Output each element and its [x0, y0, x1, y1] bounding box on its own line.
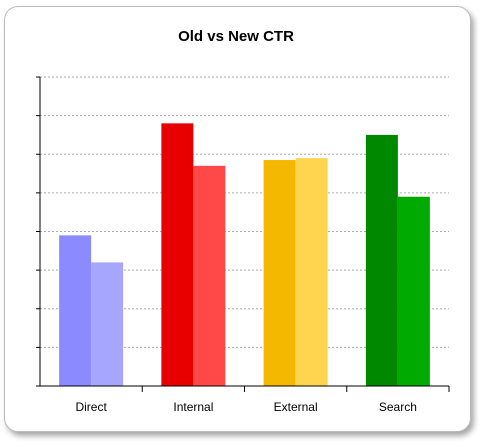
bar	[161, 123, 194, 386]
chart-title: Old vs New CTR	[178, 28, 294, 45]
bar	[397, 196, 430, 386]
x-tick-label: Search	[379, 400, 417, 414]
bar	[59, 235, 92, 386]
x-tick-label: Direct	[75, 400, 107, 414]
bar	[295, 158, 328, 386]
x-tick-label: External	[274, 400, 318, 414]
x-tick-label: Internal	[173, 400, 213, 414]
bar	[263, 160, 296, 386]
bar	[91, 262, 124, 386]
bar	[365, 134, 398, 386]
bar	[193, 165, 226, 386]
